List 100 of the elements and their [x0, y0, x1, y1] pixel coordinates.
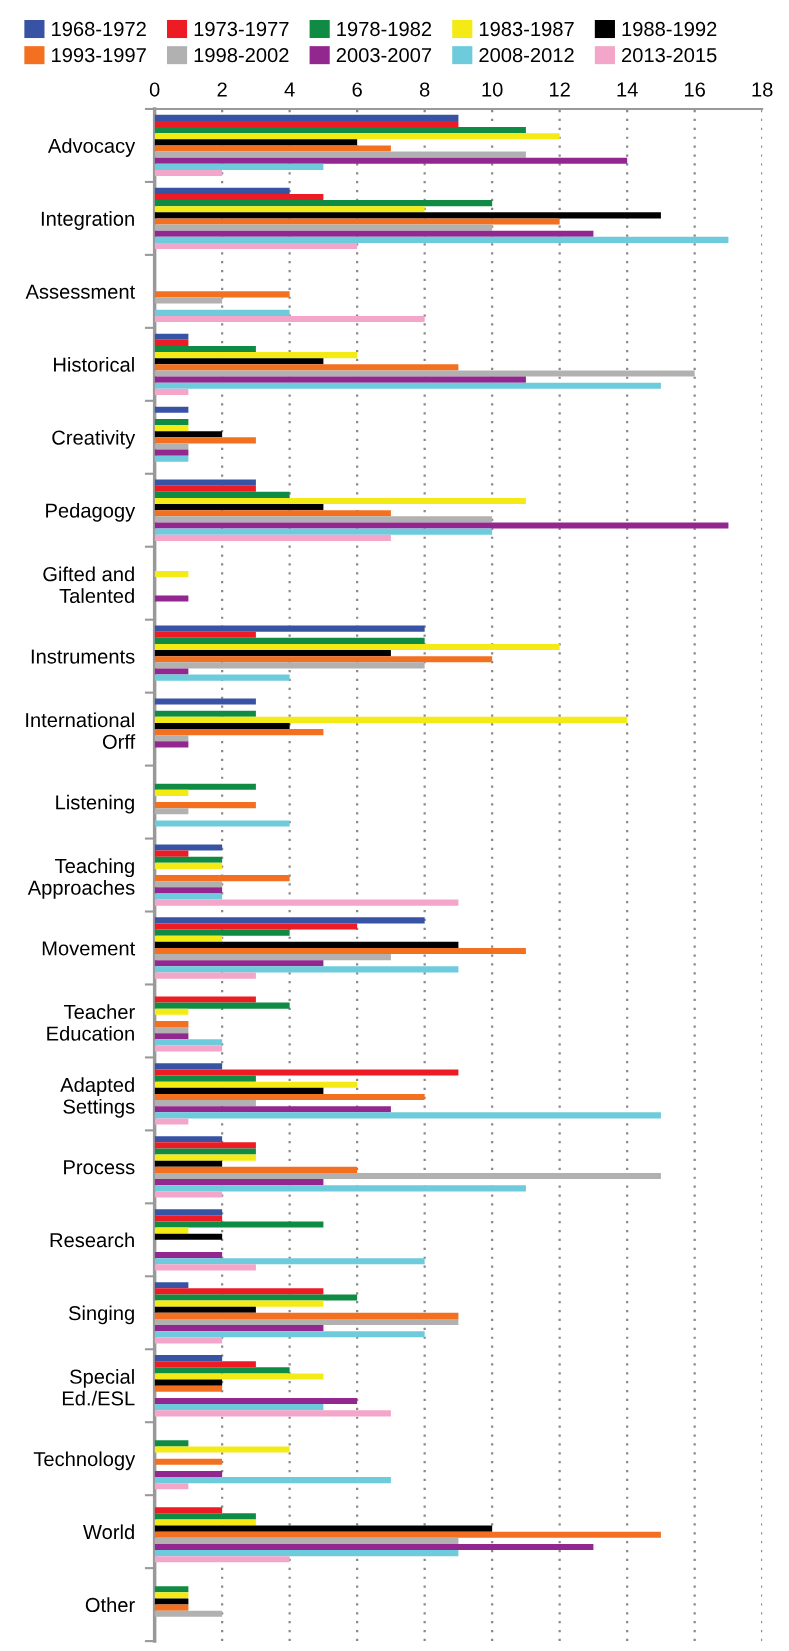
y-tick-label: Adapted Settings: [60, 1077, 135, 1118]
bar: [154, 1458, 223, 1465]
bar: [154, 455, 189, 462]
legend-label: 1973-1977: [194, 21, 289, 37]
bar: [154, 364, 459, 371]
bar: [154, 339, 189, 346]
bar: [154, 656, 493, 663]
bar: [154, 236, 729, 243]
x-tick-label: 0: [149, 82, 160, 97]
x-tick-label: 10: [482, 82, 503, 97]
bar: [154, 479, 256, 486]
bar: [154, 1440, 189, 1447]
y-tick-label: Technology: [33, 1451, 136, 1471]
bar: [154, 662, 425, 669]
bar: [154, 698, 256, 705]
y-tick-label: Creativity: [52, 429, 136, 449]
y-tick-label: Advocacy: [47, 138, 136, 157]
bar: [154, 1215, 223, 1222]
bar: [154, 200, 493, 207]
bar: [154, 1470, 223, 1478]
bar: [154, 862, 223, 869]
bar: [154, 1446, 290, 1453]
y-tick-label: Teacher Education: [47, 1004, 135, 1041]
bar: [154, 741, 189, 748]
bar: [154, 1543, 594, 1551]
legend-label: 1998-2002: [194, 48, 289, 63]
bar: [154, 929, 290, 936]
bar: [154, 1227, 189, 1234]
bar: [154, 1020, 189, 1028]
bar: [154, 169, 223, 177]
x-tick-label: 18: [752, 82, 773, 97]
bar: [154, 631, 256, 638]
y-tick-label: Singing: [68, 1305, 134, 1325]
bar: [154, 1288, 324, 1295]
x-tick-label: 4: [284, 82, 295, 97]
legend-label: 1978-1982: [337, 21, 432, 37]
bar: [154, 309, 290, 316]
bar: [154, 1404, 324, 1411]
bar: [154, 193, 324, 201]
legend-label: 1988-1992: [622, 21, 717, 37]
bar: [154, 722, 290, 730]
y-tick-label: Instruments: [31, 649, 135, 664]
bar: [154, 534, 391, 541]
y-tick-label: International Orff: [26, 712, 136, 749]
bar: [154, 528, 493, 535]
y-tick-label: Historical: [54, 357, 134, 372]
bar: [154, 710, 256, 717]
bar: [154, 1087, 324, 1094]
bar: [154, 1112, 661, 1119]
bar: [154, 947, 526, 955]
bar: [154, 1100, 256, 1107]
bar: [154, 1033, 189, 1040]
bar: [154, 376, 526, 383]
bar: [154, 887, 223, 894]
bar: [154, 1008, 189, 1015]
y-tick-label: World: [83, 1524, 134, 1540]
x-tick-label: 6: [352, 82, 362, 97]
bar: [154, 1531, 661, 1538]
bar: [154, 820, 290, 827]
bar: [154, 418, 189, 426]
bar: [154, 1550, 459, 1557]
bar: [154, 1398, 358, 1405]
bar: [154, 735, 189, 742]
bar: [154, 1610, 223, 1617]
bar: [154, 1337, 223, 1344]
y-tick-label: Assessment: [25, 284, 136, 299]
bar: [154, 187, 290, 194]
bar: [154, 1172, 661, 1180]
bar: [154, 1592, 189, 1599]
bar: [154, 382, 661, 389]
bar: [154, 893, 223, 900]
bar: [154, 345, 256, 353]
bar: [154, 1027, 189, 1034]
bar: [154, 595, 189, 602]
bar: [154, 643, 560, 651]
y-tick-label: Listening: [56, 794, 134, 814]
bar: [154, 516, 493, 523]
bar: [154, 954, 391, 961]
bar: [154, 570, 189, 578]
bar: [154, 1300, 324, 1307]
bar: [154, 1063, 223, 1070]
x-tick-label: 16: [685, 82, 705, 97]
x-tick-label: 14: [617, 82, 638, 97]
bar: [154, 242, 358, 250]
y-tick-label: Special Ed./ESL: [62, 1369, 135, 1406]
x-tick-label: 12: [550, 82, 570, 97]
bar: [154, 1483, 189, 1490]
bar: [154, 139, 358, 146]
bar: [154, 1604, 189, 1611]
bar: [154, 1045, 223, 1052]
bar: [154, 1379, 223, 1386]
bar: [154, 625, 425, 632]
y-tick-label: Pedagogy: [46, 502, 136, 522]
bar: [154, 899, 459, 906]
bar: [154, 224, 493, 231]
bar: [154, 850, 189, 857]
bar: [154, 218, 560, 225]
bar: [154, 206, 425, 213]
bar: [154, 1252, 223, 1259]
y-tick-label: Gifted and Talented: [43, 566, 134, 603]
